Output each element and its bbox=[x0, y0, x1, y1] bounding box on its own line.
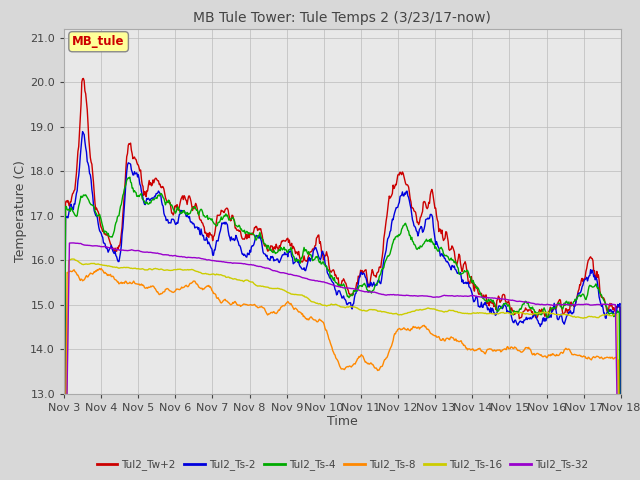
Legend: Tul2_Tw+2, Tul2_Ts-2, Tul2_Ts-4, Tul2_Ts-8, Tul2_Ts-16, Tul2_Ts-32: Tul2_Tw+2, Tul2_Ts-2, Tul2_Ts-4, Tul2_Ts… bbox=[92, 456, 593, 475]
Tul2_Ts-32 bbox=[411, 293, 419, 299]
Tul2_Ts-2 bbox=[70, 201, 78, 207]
Tul2_Ts-8 bbox=[128, 280, 136, 286]
Tul2_Ts-8 bbox=[428, 331, 435, 336]
Tul2_Ts-16 bbox=[71, 257, 79, 263]
Tul2_Ts-8 bbox=[214, 295, 222, 300]
Line: Tul2_Ts-8: Tul2_Ts-8 bbox=[64, 268, 621, 480]
Tul2_Tw+2 bbox=[128, 151, 136, 156]
Tul2_Ts-2 bbox=[128, 169, 136, 175]
Tul2_Tw+2 bbox=[79, 75, 87, 81]
Line: Tul2_Ts-32: Tul2_Ts-32 bbox=[64, 243, 621, 480]
Tul2_Ts-32 bbox=[71, 240, 79, 246]
Tul2_Ts-16 bbox=[185, 267, 193, 273]
Tul2_Tw+2 bbox=[214, 213, 222, 218]
Tul2_Ts-32 bbox=[214, 258, 222, 264]
Tul2_Ts-4 bbox=[70, 211, 78, 216]
Tul2_Ts-4 bbox=[411, 242, 419, 248]
Tul2_Ts-16 bbox=[428, 306, 435, 312]
Tul2_Tw+2 bbox=[185, 193, 193, 199]
Tul2_Tw+2 bbox=[411, 208, 419, 214]
Line: Tul2_Ts-2: Tul2_Ts-2 bbox=[64, 132, 621, 480]
Tul2_Ts-4 bbox=[214, 219, 222, 225]
Tul2_Ts-2 bbox=[185, 215, 193, 221]
Y-axis label: Temperature (C): Temperature (C) bbox=[15, 160, 28, 262]
Tul2_Ts-2 bbox=[214, 238, 222, 244]
Line: Tul2_Ts-4: Tul2_Ts-4 bbox=[64, 177, 621, 480]
Title: MB Tule Tower: Tule Temps 2 (3/23/17-now): MB Tule Tower: Tule Temps 2 (3/23/17-now… bbox=[193, 11, 492, 25]
X-axis label: Time: Time bbox=[327, 415, 358, 429]
Tul2_Ts-32 bbox=[70, 240, 77, 246]
Text: MB_tule: MB_tule bbox=[72, 35, 125, 48]
Tul2_Ts-32 bbox=[428, 294, 435, 300]
Line: Tul2_Ts-16: Tul2_Ts-16 bbox=[64, 259, 621, 480]
Tul2_Ts-2 bbox=[617, 468, 625, 474]
Tul2_Ts-32 bbox=[128, 247, 136, 253]
Tul2_Tw+2 bbox=[70, 188, 78, 193]
Tul2_Ts-16 bbox=[411, 308, 419, 314]
Tul2_Ts-16 bbox=[128, 265, 136, 271]
Tul2_Ts-4 bbox=[126, 174, 134, 180]
Tul2_Ts-8 bbox=[97, 265, 105, 271]
Tul2_Ts-2 bbox=[79, 129, 86, 134]
Tul2_Ts-16 bbox=[68, 256, 76, 262]
Tul2_Ts-4 bbox=[185, 210, 193, 216]
Tul2_Ts-8 bbox=[411, 324, 419, 330]
Tul2_Tw+2 bbox=[428, 189, 435, 194]
Tul2_Ts-32 bbox=[185, 254, 193, 260]
Tul2_Ts-8 bbox=[70, 267, 78, 273]
Tul2_Ts-2 bbox=[411, 224, 419, 229]
Tul2_Ts-4 bbox=[128, 185, 136, 191]
Tul2_Ts-2 bbox=[428, 212, 435, 217]
Tul2_Tw+2 bbox=[617, 469, 625, 475]
Line: Tul2_Tw+2: Tul2_Tw+2 bbox=[64, 78, 621, 480]
Tul2_Ts-4 bbox=[428, 236, 435, 241]
Tul2_Ts-8 bbox=[185, 283, 193, 289]
Tul2_Ts-16 bbox=[214, 272, 222, 277]
